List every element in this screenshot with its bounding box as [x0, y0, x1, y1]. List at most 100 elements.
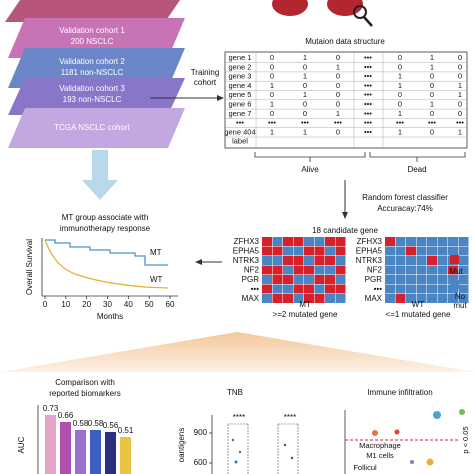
table-cell: 0 — [336, 53, 340, 62]
heat-cell — [283, 246, 293, 256]
gene-label: ZFHX3 — [357, 237, 383, 246]
heat-cell — [406, 275, 416, 284]
heat-cell — [272, 256, 283, 265]
table-cell: ••• — [396, 118, 404, 127]
heat-cell — [304, 275, 314, 284]
heat-cell — [458, 265, 469, 275]
heat-cell — [283, 284, 293, 294]
significance: **** — [233, 413, 245, 422]
heat-cell — [458, 246, 469, 256]
cohort-text: 193 non-NSCLC — [63, 95, 122, 104]
table-cell: ••• — [364, 62, 372, 71]
bar — [120, 437, 131, 474]
heat-cell — [458, 294, 469, 303]
table-cell: 0 — [270, 109, 274, 118]
table-cell: 1 — [458, 90, 462, 99]
heat-cell — [437, 294, 448, 303]
heat-cell — [272, 237, 283, 246]
gene-label: ZFHX3 — [234, 237, 260, 246]
heat-cell — [427, 284, 437, 294]
table-cell: ••• — [334, 118, 342, 127]
bars: 0.730.660.58 0.58 0.560.51 — [43, 404, 134, 474]
table-cell: 0 — [430, 72, 434, 81]
arrow-head — [342, 212, 348, 219]
cohort-text: 200 NSCLC — [71, 37, 114, 46]
bar-label: 0.58 — [88, 419, 104, 428]
cohort-text: Validation cohort 1 — [59, 26, 125, 35]
bar — [75, 430, 86, 474]
table-cell: 0 — [458, 99, 462, 108]
table-cell: ••• — [301, 118, 309, 127]
classifier-text: Accuracay:74% — [377, 204, 433, 213]
table-cell: 0 — [303, 109, 307, 118]
heat-cell — [385, 294, 395, 303]
heat-cell — [262, 284, 272, 294]
heat-cell — [272, 275, 283, 284]
heat-cell — [304, 246, 314, 256]
immune-label: Macrophage — [359, 441, 401, 450]
heat-cell — [262, 237, 272, 246]
heat-cell — [304, 294, 314, 303]
heat-cell — [437, 275, 448, 284]
gene-label: NF2 — [367, 266, 383, 275]
heat-cell — [335, 246, 346, 256]
bracket — [254, 152, 366, 162]
heat-cell — [458, 275, 469, 284]
legend-label: Mut — [449, 267, 463, 276]
table-cell: 0 — [458, 53, 462, 62]
cohort-text: 1181 non-NSCLC — [61, 68, 124, 77]
heat-cell — [335, 275, 346, 284]
group-desc: >=2 mutated gene — [273, 310, 338, 319]
candidate-title: 18 candidate gene — [312, 226, 378, 235]
heat-cell — [395, 246, 406, 256]
bracket — [369, 152, 466, 162]
table-cell: ••• — [428, 118, 436, 127]
table-cell: 0 — [336, 72, 340, 81]
heat-cell — [262, 256, 272, 265]
heat-cell — [293, 256, 304, 265]
heat-cell — [458, 256, 469, 265]
classifier-text: Random forest classifier — [362, 193, 448, 202]
table-cell: 1 — [336, 109, 340, 118]
y-axis-label: Overall Survival — [25, 239, 34, 295]
x-tick-label: 20 — [82, 300, 91, 309]
y-tick-label: 600 — [194, 458, 208, 467]
heat-cell — [293, 265, 304, 275]
p-label: p < 0.05 — [461, 426, 470, 453]
legend-swatch — [450, 255, 459, 264]
table-cell: 1 — [303, 90, 307, 99]
table-cell: 1 — [303, 53, 307, 62]
gene-label: MAX — [242, 294, 260, 303]
heat-cell — [385, 284, 395, 294]
heat-cell — [283, 275, 293, 284]
table-cell: ••• — [364, 118, 372, 127]
heat-cell — [406, 265, 416, 275]
table-cell: 0 — [270, 72, 274, 81]
bar — [60, 422, 71, 474]
heat-cell — [406, 246, 416, 256]
heat-cell — [283, 237, 293, 246]
structure-title: Mutaion data structure — [305, 37, 385, 46]
table-cell: 0 — [336, 99, 340, 108]
curve-label: MT — [150, 248, 162, 257]
table-cell: 1 — [430, 62, 434, 71]
x-tick-label: 50 — [145, 300, 154, 309]
heat-cell — [293, 275, 304, 284]
table-cell: ••• — [364, 72, 372, 81]
heat-cell — [416, 237, 427, 246]
heatmaps: ZFHX3EPHA5NTRK3NF2PGR•••MAXZFHX3EPHA5NTR… — [233, 237, 469, 303]
table-cell: ••• — [364, 109, 372, 118]
gene-label: PGR — [365, 275, 383, 284]
table-cell: 0 — [430, 109, 434, 118]
table-cell: gene 3 — [229, 72, 252, 81]
table-cell: 0 — [398, 99, 402, 108]
legend-label: No — [455, 292, 466, 301]
heat-cell — [385, 256, 395, 265]
heat-cell — [448, 237, 458, 246]
heat-cell — [335, 256, 346, 265]
table-cell: 0 — [270, 90, 274, 99]
heat-cell — [304, 237, 314, 246]
heat-cell — [262, 294, 272, 303]
panel-title: reported biomarkers — [49, 389, 121, 398]
